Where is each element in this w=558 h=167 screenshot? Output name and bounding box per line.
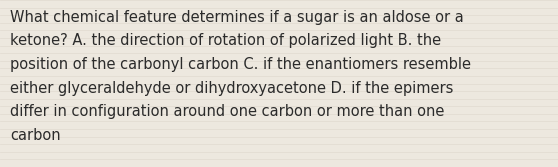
Text: ketone? A. the direction of rotation of polarized light B. the: ketone? A. the direction of rotation of …: [10, 34, 441, 48]
Text: What chemical feature determines if a sugar is an aldose or a: What chemical feature determines if a su…: [10, 10, 464, 25]
Text: position of the carbonyl carbon C. if the enantiomers resemble: position of the carbonyl carbon C. if th…: [10, 57, 471, 72]
Text: carbon: carbon: [10, 127, 61, 142]
Text: either glyceraldehyde or dihydroxyacetone D. if the epimers: either glyceraldehyde or dihydroxyaceton…: [10, 80, 454, 96]
Text: differ in configuration around one carbon or more than one: differ in configuration around one carbo…: [10, 104, 444, 119]
